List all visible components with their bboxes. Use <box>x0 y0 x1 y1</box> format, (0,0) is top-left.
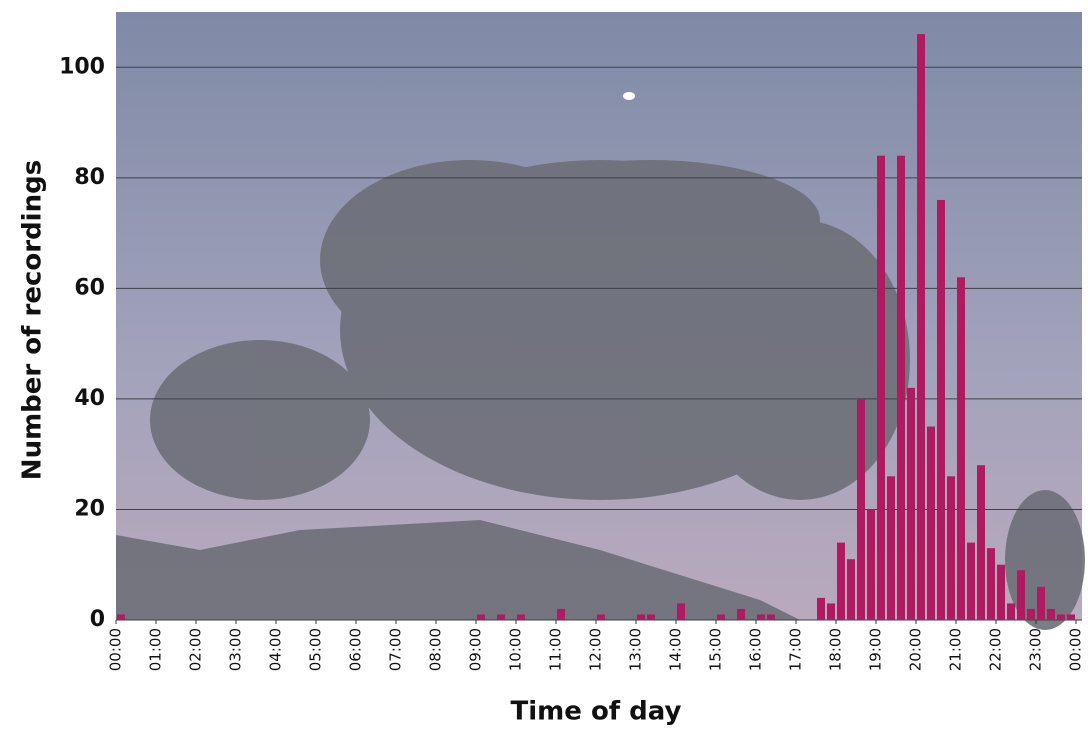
x-tick-label: 20:00 <box>907 628 925 671</box>
x-tick-label: 02:00 <box>187 628 205 671</box>
bar <box>1007 603 1015 620</box>
x-tick-label: 06:00 <box>347 628 365 671</box>
bar <box>517 614 525 620</box>
x-tick-label: 18:00 <box>827 628 845 671</box>
y-tick-label: 0 <box>90 607 105 632</box>
x-tick-label: 01:00 <box>147 628 165 671</box>
bar <box>1017 570 1025 620</box>
bar <box>967 542 975 620</box>
bar <box>847 559 855 620</box>
bar <box>757 614 765 620</box>
bar <box>1037 586 1045 620</box>
x-tick-label: 00:00 <box>107 628 125 671</box>
bar <box>497 614 505 620</box>
x-tick-label: 21:00 <box>947 628 965 671</box>
bar <box>877 155 885 620</box>
bar <box>767 614 775 620</box>
bar <box>987 548 995 620</box>
bar <box>857 398 865 620</box>
x-tick-label: 03:00 <box>227 628 245 671</box>
x-tick-label: 10:00 <box>507 628 525 671</box>
bar <box>477 614 485 620</box>
bar <box>737 608 745 620</box>
bar <box>917 34 925 621</box>
bar <box>597 614 605 620</box>
bar <box>957 277 965 620</box>
x-tick-label: 05:00 <box>307 628 325 671</box>
x-tick-label: 14:00 <box>667 628 685 671</box>
bar <box>927 426 935 620</box>
x-tick-label: 22:00 <box>987 628 1005 671</box>
bar <box>677 603 685 620</box>
bar <box>977 465 985 620</box>
bar <box>1057 614 1065 620</box>
y-tick-label: 20 <box>74 496 105 521</box>
bar <box>817 597 825 620</box>
bar <box>897 155 905 620</box>
x-tick-label: 11:00 <box>547 628 565 671</box>
bar <box>837 542 845 620</box>
bar <box>1047 608 1055 620</box>
x-tick-label: 13:00 <box>627 628 645 671</box>
x-tick-label: 12:00 <box>587 628 605 671</box>
bar <box>647 614 655 620</box>
bar <box>997 564 1005 620</box>
x-tick-label: 16:00 <box>747 628 765 671</box>
bar <box>557 608 565 620</box>
x-tick-label: 04:00 <box>267 628 285 671</box>
bar <box>1027 608 1035 620</box>
bar <box>717 614 725 620</box>
x-tick-label: 15:00 <box>707 628 725 671</box>
x-tick-label: 23:00 <box>1027 628 1045 671</box>
bar <box>117 614 125 620</box>
y-tick-label: 60 <box>74 275 105 300</box>
x-axis-label: Time of day <box>511 697 682 727</box>
x-tick-label: 09:00 <box>467 628 485 671</box>
x-tick-label: 08:00 <box>427 628 445 671</box>
bar <box>827 603 835 620</box>
x-tick-label: 00:00 <box>1067 628 1085 671</box>
x-tick-label: 17:00 <box>787 628 805 671</box>
bar <box>1067 614 1075 620</box>
y-tick-label: 100 <box>59 54 105 79</box>
x-tick-label: 19:00 <box>867 628 885 671</box>
bar <box>887 476 895 620</box>
y-tick-label: 40 <box>74 386 105 411</box>
bar <box>947 476 955 620</box>
y-axis-label: Number of recordings <box>18 160 48 480</box>
y-tick-label: 80 <box>74 165 105 190</box>
bar <box>637 614 645 620</box>
x-tick-label: 07:00 <box>387 628 405 671</box>
bar <box>867 509 875 620</box>
bar <box>907 387 915 620</box>
bar <box>937 199 945 620</box>
